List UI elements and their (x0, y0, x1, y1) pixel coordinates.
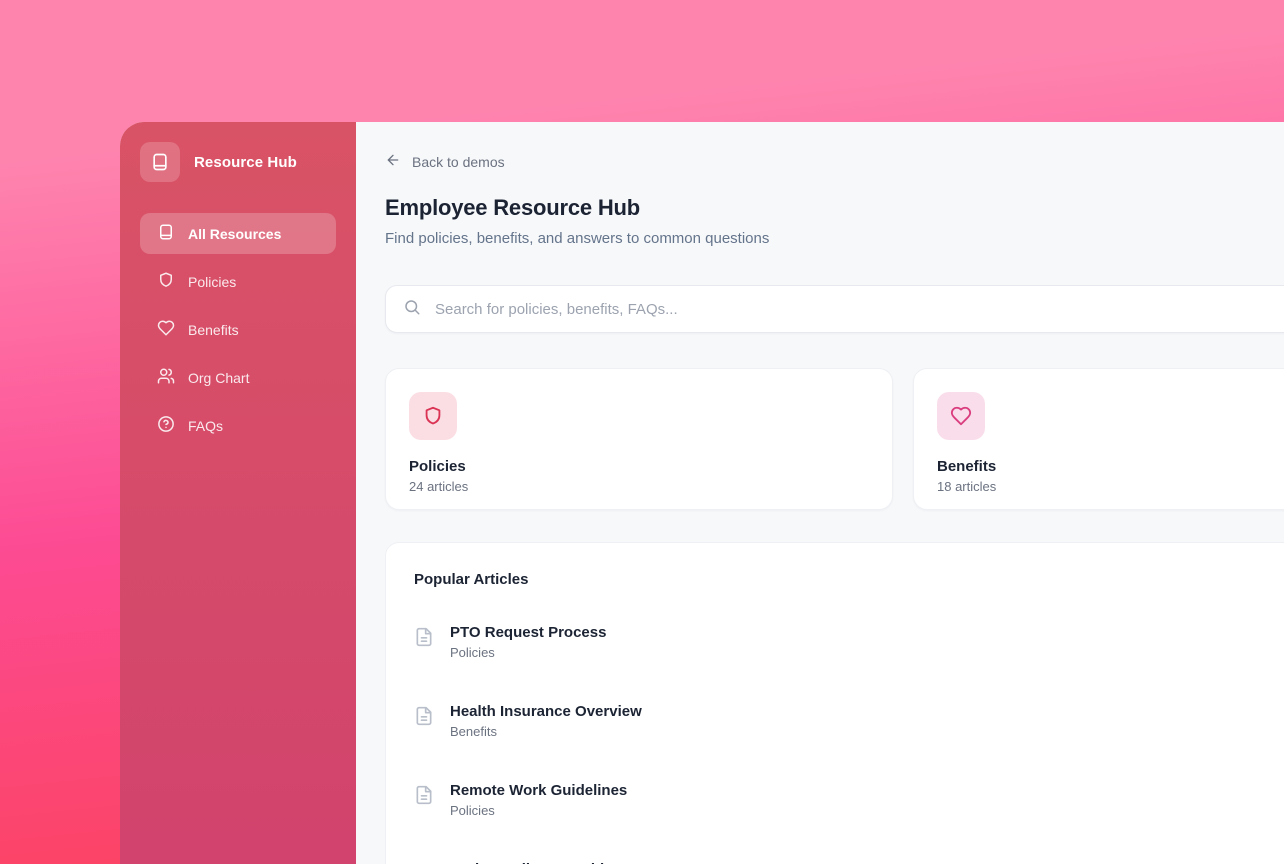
article-title: Remote Work Guidelines (450, 782, 628, 799)
page-subtitle: Find policies, benefits, and answers to … (385, 230, 770, 247)
sidebar-item-benefits[interactable]: Benefits (140, 309, 336, 350)
article-title: PTO Request Process (450, 624, 607, 641)
sidebar-item-policies[interactable]: Policies (140, 261, 336, 302)
category-count: 18 articles (937, 479, 997, 494)
category-card-benefits[interactable]: Benefits 18 articles (913, 368, 1284, 510)
sidebar-item-org-chart[interactable]: Org Chart (140, 357, 336, 398)
book-icon (157, 223, 175, 244)
brand: Resource Hub (140, 142, 336, 182)
article-category: Policies (450, 803, 495, 818)
sidebar-item-faqs[interactable]: FAQs (140, 405, 336, 446)
shield-icon (157, 271, 175, 292)
article-row[interactable]: Remote Work Guidelines Policies (414, 782, 1284, 819)
sidebar-item-label: Policies (188, 273, 237, 290)
category-count: 24 articles (409, 479, 469, 494)
app-window: Resource Hub All Resources Policies Bene… (120, 122, 1284, 864)
category-title: Policies (409, 458, 466, 475)
brand-label: Resource Hub (194, 153, 297, 171)
sidebar: Resource Hub All Resources Policies Bene… (120, 122, 356, 864)
file-text-icon (414, 625, 434, 661)
article-category: Policies (450, 645, 495, 660)
sidebar-item-label: Org Chart (188, 369, 250, 386)
file-text-icon (414, 704, 434, 740)
category-cards: Policies 24 articles Benefits 18 article… (385, 368, 1284, 510)
article-row[interactable]: Health Insurance Overview Benefits (414, 703, 1284, 740)
sidebar-item-label: All Resources (188, 225, 282, 242)
sidebar-nav: All Resources Policies Benefits Org Char… (140, 213, 336, 446)
search-input[interactable] (433, 299, 1284, 319)
page-title: Employee Resource Hub (385, 195, 640, 220)
category-title: Benefits (937, 458, 997, 475)
help-circle-icon (157, 415, 175, 436)
shield-icon (409, 392, 457, 440)
users-icon (157, 367, 175, 388)
popular-articles-card: Popular Articles PTO Request Process Pol… (385, 542, 1284, 864)
back-link-label: Back to demos (412, 153, 505, 170)
article-title: 401k Enrollment Guide (450, 861, 613, 864)
article-category: Benefits (450, 724, 497, 739)
article-row[interactable]: 401k Enrollment Guide (414, 861, 1284, 864)
sidebar-item-label: Benefits (188, 321, 239, 338)
heart-icon (937, 392, 985, 440)
main-content: Back to demos Employee Resource Hub Find… (356, 122, 1284, 864)
file-text-icon (414, 783, 434, 819)
back-link[interactable]: Back to demos (385, 152, 505, 171)
search-icon (403, 298, 421, 321)
book-icon (140, 142, 180, 182)
search-bar (385, 285, 1284, 333)
article-title: Health Insurance Overview (450, 703, 642, 720)
category-card-policies[interactable]: Policies 24 articles (385, 368, 893, 510)
popular-articles-heading: Popular Articles (414, 571, 529, 588)
sidebar-item-label: FAQs (188, 417, 224, 434)
heart-icon (157, 319, 175, 340)
sidebar-item-all-resources[interactable]: All Resources (140, 213, 336, 254)
article-row[interactable]: PTO Request Process Policies (414, 624, 1284, 661)
arrow-left-icon (385, 152, 401, 171)
